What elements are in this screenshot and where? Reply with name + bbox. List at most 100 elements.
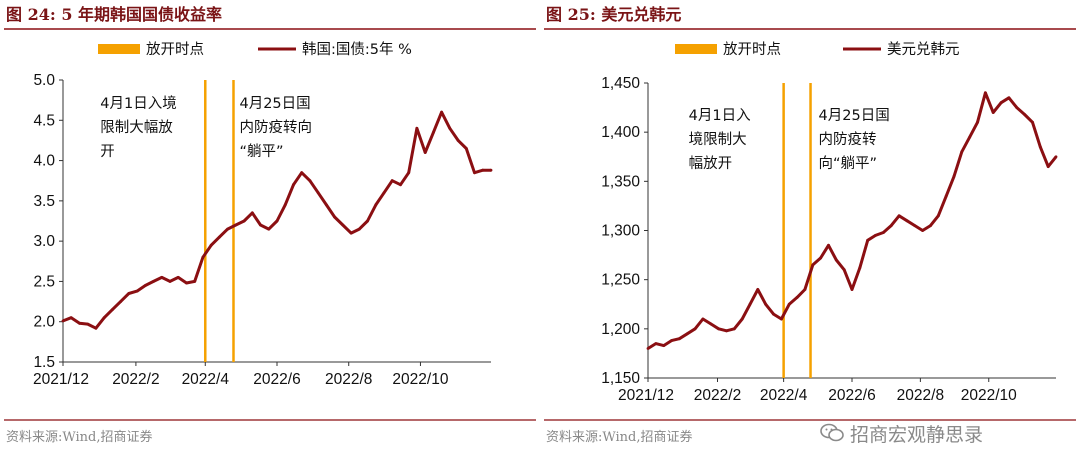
data-point <box>834 258 838 262</box>
annotation-line: 4月1日入境 <box>100 94 176 112</box>
data-point <box>218 235 221 239</box>
data-point <box>300 171 304 175</box>
data-point <box>448 126 452 130</box>
data-point <box>143 284 147 287</box>
data-point <box>399 183 402 187</box>
annotation-line: 4月25日国 <box>819 108 890 124</box>
data-point <box>929 224 932 228</box>
legend-label-bar: 放开时点 <box>146 41 204 58</box>
data-point <box>111 308 114 311</box>
data-point <box>858 266 862 270</box>
data-point <box>176 276 180 279</box>
data-point <box>333 215 336 219</box>
data-point <box>325 203 328 207</box>
legend-swatch-bar <box>98 44 140 54</box>
data-point <box>921 229 924 232</box>
data-point <box>456 139 460 142</box>
data-point <box>936 214 940 218</box>
data-point <box>874 234 877 237</box>
y-tick-label: 1.5 <box>33 354 55 371</box>
data-point <box>701 317 705 321</box>
data-point <box>201 255 205 259</box>
data-point <box>654 342 658 345</box>
y-tick-label: 1,350 <box>601 173 640 190</box>
data-point <box>952 175 956 178</box>
source-note: 资料来源:Wind,招商证券 <box>6 429 153 445</box>
data-point <box>889 224 893 228</box>
data-point <box>748 302 752 306</box>
data-point <box>283 203 287 207</box>
data-point <box>415 126 419 130</box>
data-point <box>976 120 979 124</box>
data-point <box>275 219 279 223</box>
annotation-line: 境限制大 <box>689 130 747 148</box>
data-point <box>193 280 197 283</box>
data-point <box>86 322 90 326</box>
y-tick-label: 1,200 <box>601 321 640 338</box>
data-point <box>968 135 972 139</box>
data-point <box>102 316 106 320</box>
annotation-line: 向“躺平” <box>819 155 878 172</box>
data-point <box>61 319 65 323</box>
legend-label-line: 美元兑韩元 <box>887 41 960 58</box>
y-tick-label: 4.5 <box>33 112 55 129</box>
x-tick-label: 2022/10 <box>392 371 448 388</box>
data-point <box>984 91 987 95</box>
data-point <box>678 337 681 341</box>
x-tick-label: 2022/2 <box>112 371 159 388</box>
data-point <box>349 231 353 235</box>
data-point <box>473 171 476 175</box>
data-point <box>670 339 673 342</box>
watermark-text: 招商宏观静思录 <box>850 423 984 446</box>
data-point <box>787 302 791 306</box>
data-point <box>803 288 807 291</box>
data-point <box>1015 106 1019 109</box>
x-tick-label: 2022/4 <box>182 371 230 388</box>
data-point <box>185 281 188 285</box>
data-point <box>135 289 139 293</box>
x-tick-label: 2022/6 <box>253 371 300 388</box>
data-point <box>209 243 213 247</box>
data-point <box>850 288 854 291</box>
data-point <box>819 256 822 260</box>
y-tick-label: 5.0 <box>33 72 55 89</box>
y-tick-label: 1,150 <box>601 370 640 387</box>
data-point <box>119 300 122 303</box>
annotation-line: 4月1日入 <box>689 108 751 124</box>
data-point <box>842 268 846 272</box>
data-point <box>693 327 697 331</box>
data-point <box>764 302 768 306</box>
source-note: 资料来源:Wind,招商证券 <box>546 429 693 445</box>
data-point <box>944 194 948 198</box>
data-point <box>1007 96 1011 100</box>
data-point <box>341 223 345 227</box>
data-point <box>897 214 901 218</box>
y-tick-label: 1,450 <box>601 75 640 92</box>
data-point <box>866 238 870 242</box>
y-tick-label: 2.0 <box>33 314 55 331</box>
x-tick-label: 2021/12 <box>618 387 674 404</box>
data-point <box>423 151 427 154</box>
x-tick-label: 2022/6 <box>828 387 875 404</box>
data-point <box>292 183 295 187</box>
y-tick-label: 3.0 <box>33 233 55 250</box>
data-point <box>827 243 830 247</box>
data-point <box>991 111 995 114</box>
legend-label-line: 韩国:国债:5年 % <box>302 41 412 58</box>
data-point <box>709 322 713 326</box>
data-point <box>259 223 262 227</box>
data-point <box>725 329 728 333</box>
x-tick-label: 2022/8 <box>325 371 372 388</box>
data-point <box>646 347 650 350</box>
y-tick-label: 1,300 <box>601 223 640 240</box>
data-point <box>1038 145 1042 149</box>
data-point <box>960 150 964 154</box>
data-point <box>481 168 485 172</box>
data-point <box>407 171 411 175</box>
chart-panel-yield: 图 24: 5 年期韩国国债收益率 放开时点 韩国:国债:5年 % 1.5 2.0 2.5… <box>4 5 536 445</box>
data-point <box>127 292 131 295</box>
data-point <box>69 316 73 320</box>
x-tick-label: 2022/8 <box>897 387 944 404</box>
data-point <box>357 227 361 231</box>
